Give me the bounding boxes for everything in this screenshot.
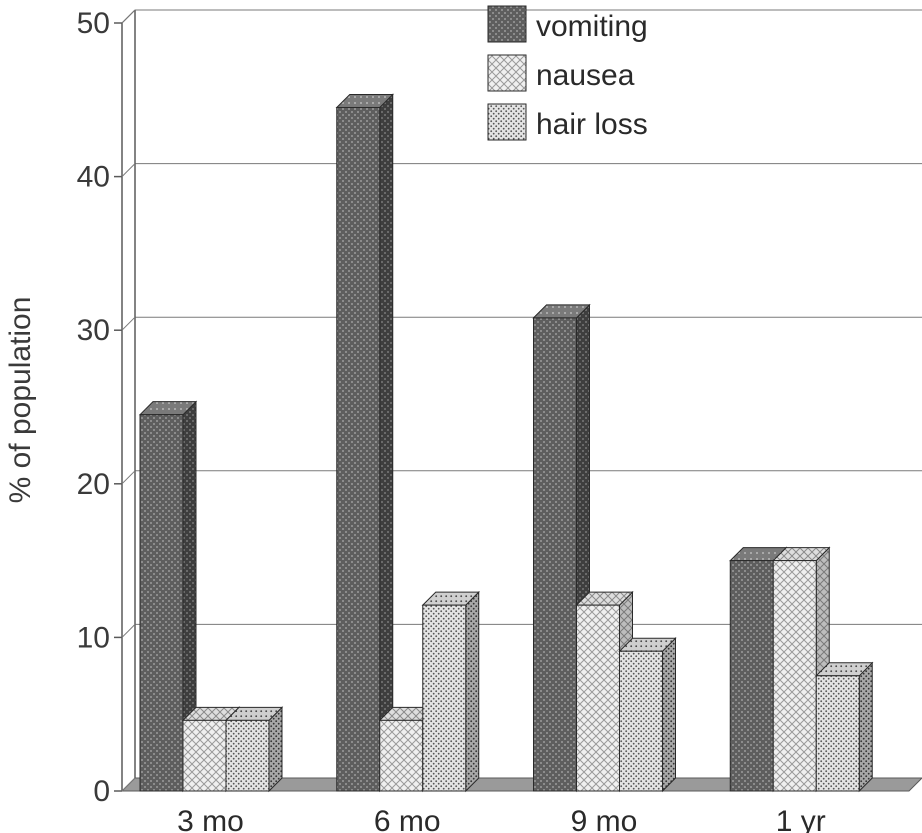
legend-item: hair loss: [487, 103, 648, 141]
bar-vomiting-3-mo: [138, 400, 198, 793]
bar-front: [576, 604, 620, 792]
legend-label: hair loss: [536, 108, 648, 141]
bar-front: [619, 650, 663, 792]
bar-front: [336, 106, 381, 792]
y-tick-depth: [121, 777, 136, 792]
bar-side: [858, 661, 873, 793]
y-tick-depth: [121, 470, 136, 485]
legend-label: nausea: [536, 59, 635, 92]
y-tick-depth: [121, 9, 136, 24]
bar-front: [729, 560, 774, 792]
bar-front: [422, 604, 467, 792]
y-tick-label: 30: [77, 314, 110, 347]
legend: vomiting nausea hair loss: [487, 5, 648, 141]
x-tick-label: 3 mo: [177, 805, 244, 833]
y-axis: 0 10 20 30 40 50: [77, 7, 136, 808]
legend-item: vomiting: [487, 5, 648, 43]
bar-front: [533, 317, 577, 792]
x-tick-label: 6 mo: [374, 805, 441, 833]
y-tick-label: 20: [77, 468, 110, 501]
bar-hair-loss-6-mo: [421, 590, 480, 793]
y-tick-label: 0: [93, 775, 110, 808]
bar-hair-loss-1-yr: [815, 661, 874, 793]
y-tick-label: 40: [77, 161, 110, 194]
legend-swatch: [487, 103, 527, 141]
legend-label: vomiting: [536, 10, 648, 43]
legend-swatch: [487, 54, 527, 92]
x-tick-label: 9 mo: [571, 805, 638, 833]
bar-side: [379, 93, 394, 793]
y-tick-depth: [121, 163, 136, 177]
bar-side: [662, 637, 676, 793]
bar-front: [815, 675, 860, 792]
bar-hair-loss-3-mo: [224, 706, 284, 793]
legend-item: nausea: [487, 54, 635, 92]
bar-side: [268, 706, 283, 793]
bars: [138, 93, 874, 793]
bar-front: [182, 719, 227, 792]
bar-front: [225, 719, 270, 792]
y-tick-label: 50: [77, 7, 110, 40]
y-tick-depth: [121, 316, 136, 331]
x-tick-label: 1 yr: [776, 805, 826, 833]
legend-swatch: [487, 5, 527, 43]
y-tick-depth: [121, 624, 136, 638]
bar-front: [379, 719, 424, 792]
x-axis-labels: 3 mo 6 mo 9 mo 1 yr: [177, 805, 826, 833]
bar-front: [139, 414, 184, 792]
bar-hair-loss-9-mo: [618, 637, 677, 793]
y-tick-label: 10: [77, 621, 110, 654]
bar-vomiting-6-mo: [335, 93, 394, 793]
bar-front: [772, 560, 817, 792]
bar-side: [465, 590, 480, 793]
y-axis-title: % of population: [4, 297, 37, 504]
